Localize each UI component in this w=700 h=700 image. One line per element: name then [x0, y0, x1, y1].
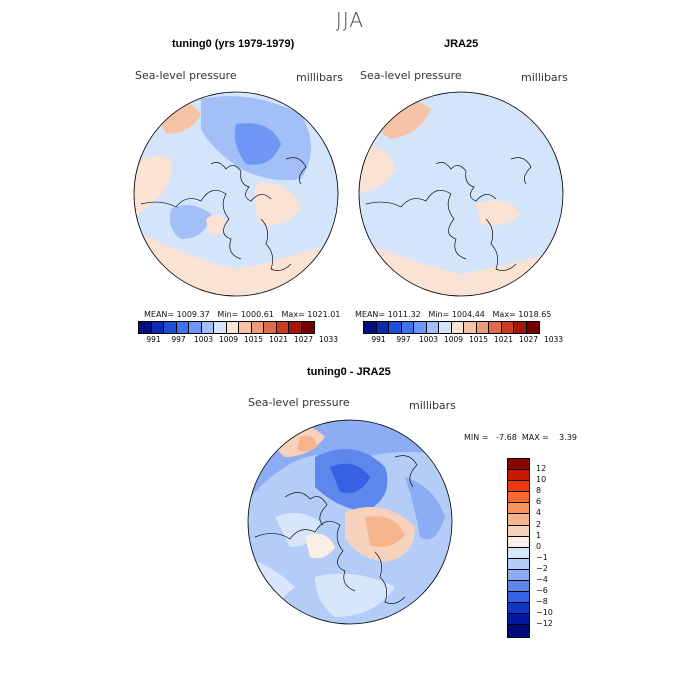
colorbar-swatch — [508, 581, 529, 593]
colorbar-swatch — [276, 322, 289, 333]
colorbar-tick-label: 1003 — [193, 335, 214, 344]
colorbar-tick-label: −10 — [536, 608, 553, 618]
colorbar-swatch — [508, 536, 529, 548]
colorbar-swatch — [508, 514, 529, 526]
colorbar-swatch — [264, 322, 277, 333]
colorbar-swatch — [451, 322, 464, 333]
colorbar-swatch — [251, 322, 264, 333]
left-panel-title: tuning0 (yrs 1979-1979) — [172, 38, 295, 50]
colorbar-swatch — [501, 322, 514, 333]
colorbar-tick-label: 10 — [536, 475, 547, 485]
colorbar-swatch — [526, 322, 539, 333]
right-units-label: millibars — [521, 71, 568, 84]
colorbar-tick-label: 12 — [536, 464, 547, 473]
colorbar-swatch — [464, 322, 477, 333]
colorbar-tick-label: −2 — [536, 563, 548, 573]
colorbar-tick-label: −4 — [536, 575, 548, 584]
left-polar-map — [133, 91, 339, 297]
colorbar-swatch — [239, 322, 252, 333]
right-panel-title: JRA25 — [444, 38, 479, 50]
season-title: JJA — [335, 8, 365, 32]
colorbar-swatch — [301, 322, 314, 333]
colorbar-tick-label: 991 — [371, 335, 386, 344]
diff-panel-title: tuning0 - JRA25 — [307, 366, 391, 378]
colorbar-swatch — [201, 322, 214, 333]
colorbar-tick-label: 997 — [171, 335, 186, 344]
colorbar-tick-label: 6 — [536, 497, 542, 507]
colorbar-tick-label: 1021 — [268, 335, 289, 344]
colorbar-tick-label: 2 — [536, 519, 542, 529]
colorbar-tick-label: −12 — [536, 619, 553, 629]
colorbar-swatch — [289, 322, 302, 333]
colorbar-swatch — [508, 625, 529, 637]
colorbar-tick-label: 0 — [536, 541, 542, 551]
colorbar-swatch — [508, 459, 529, 471]
colorbar-swatch — [226, 322, 239, 333]
colorbar-swatch — [508, 492, 529, 504]
diff-colorbar — [507, 458, 530, 638]
colorbar-swatch — [508, 547, 529, 559]
colorbar-tick-label: 1003 — [418, 335, 439, 344]
colorbar-tick-label: −6 — [536, 586, 548, 596]
colorbar-tick-label: −8 — [536, 597, 548, 607]
left-stats: MEAN= 1009.37 Min= 1000.61 Max= 1021.01 — [144, 310, 341, 319]
colorbar-swatch — [189, 322, 202, 333]
colorbar-swatch — [151, 322, 164, 333]
colorbar-swatch — [439, 322, 452, 333]
colorbar-tick-label: 991 — [146, 335, 161, 344]
right-colorbar-labels: 991 997 1003 1009 1015 1021 1027 1033 — [363, 335, 566, 344]
colorbar-tick-label: −1 — [536, 552, 548, 562]
colorbar-swatch — [508, 503, 529, 515]
colorbar-swatch — [508, 470, 529, 482]
right-stats: MEAN= 1011.32 Min= 1004.44 Max= 1018.65 — [355, 310, 552, 319]
colorbar-swatch — [508, 569, 529, 582]
colorbar-swatch — [139, 322, 152, 333]
colorbar-swatch — [426, 322, 439, 333]
left-colorbar — [138, 321, 315, 334]
colorbar-tick-label: 1027 — [518, 335, 539, 344]
colorbar-swatch — [476, 322, 489, 333]
colorbar-swatch — [508, 525, 529, 537]
colorbar-swatch — [376, 322, 389, 333]
colorbar-swatch — [389, 322, 402, 333]
colorbar-tick-label: 1027 — [293, 335, 314, 344]
left-colorbar-labels: 991 997 1003 1009 1015 1021 1027 1033 — [138, 335, 341, 344]
right-colorbar — [363, 321, 540, 334]
colorbar-tick-label: 4 — [536, 508, 542, 518]
colorbar-tick-label: 1021 — [493, 335, 514, 344]
colorbar-tick-label: 1015 — [243, 335, 264, 344]
colorbar-swatch — [414, 322, 427, 333]
colorbar-swatch — [508, 603, 529, 615]
colorbar-tick-label: 1 — [536, 530, 542, 540]
right-variable-label: Sea-level pressure — [360, 69, 462, 82]
colorbar-swatch — [508, 614, 529, 626]
right-polar-map — [358, 91, 564, 297]
colorbar-tick-label: 8 — [536, 486, 542, 496]
colorbar-swatch — [514, 322, 527, 333]
colorbar-tick-label: 997 — [396, 335, 411, 344]
colorbar-tick-label: 1033 — [543, 335, 564, 344]
colorbar-tick-label: 1015 — [468, 335, 489, 344]
diff-variable-label: Sea-level pressure — [248, 396, 350, 409]
left-units-label: millibars — [296, 71, 343, 84]
colorbar-tick-label: 1033 — [318, 335, 339, 344]
colorbar-swatch — [401, 322, 414, 333]
colorbar-swatch — [489, 322, 502, 333]
colorbar-swatch — [214, 322, 227, 333]
diff-minmax: MIN = -7.68 MAX = 3.39 — [464, 433, 577, 442]
colorbar-swatch — [508, 481, 529, 493]
colorbar-swatch — [508, 592, 529, 604]
diff-polar-map — [247, 419, 453, 625]
diff-units-label: millibars — [409, 399, 456, 412]
left-variable-label: Sea-level pressure — [135, 69, 237, 82]
colorbar-swatch — [164, 322, 177, 333]
colorbar-tick-label: 1009 — [218, 335, 239, 344]
colorbar-swatch — [176, 322, 189, 333]
colorbar-swatch — [508, 558, 529, 570]
colorbar-tick-label: 1009 — [443, 335, 464, 344]
colorbar-swatch — [364, 322, 377, 333]
